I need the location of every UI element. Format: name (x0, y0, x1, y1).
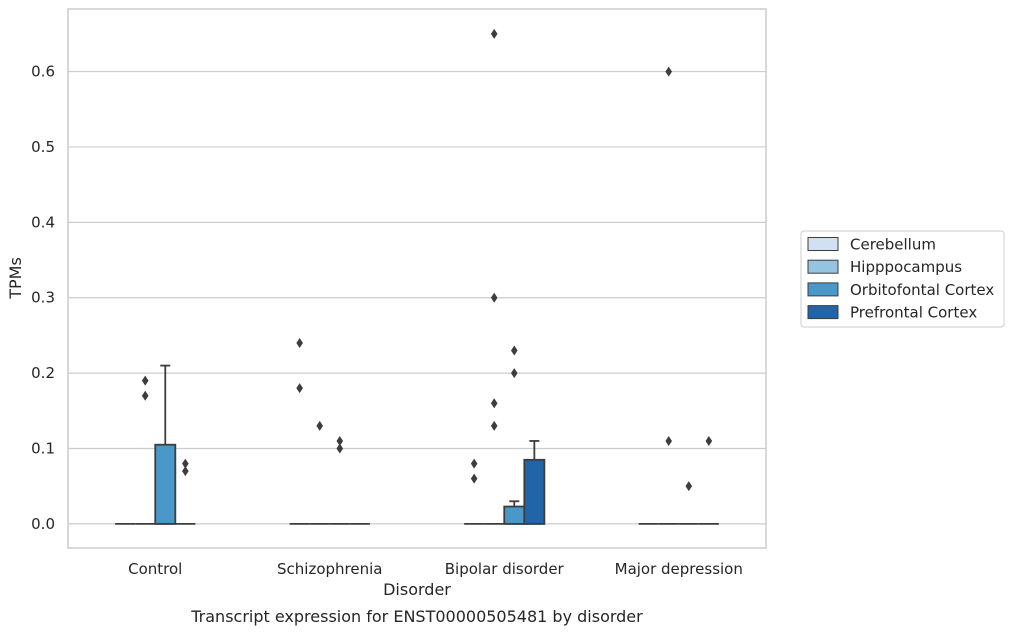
legend-swatch (807, 282, 839, 297)
y-axis-title: TPMs (6, 257, 25, 300)
y-tick-label: 0.3 (31, 289, 55, 307)
outlier-point (490, 398, 498, 409)
legend-label: Cerebellum (850, 236, 936, 254)
outlier-point (316, 420, 324, 431)
box-0-2 (154, 364, 177, 525)
box-body (154, 443, 177, 525)
legend-swatch (807, 237, 839, 251)
box-3-1 (658, 66, 679, 525)
x-tick-labels: Control Schizophrenia Bipolar disorder Majo… (128, 560, 743, 578)
outlier-point (336, 435, 344, 446)
legend: Cerebellum Hipppocampus Orbitofontal Corte… (800, 230, 1005, 328)
outlier-point (490, 28, 498, 39)
box-body (503, 505, 526, 525)
outlier-point (490, 420, 498, 431)
y-tick-label: 0.4 (31, 213, 55, 231)
box-2-1 (484, 28, 505, 525)
box-3-3 (698, 435, 719, 525)
outlier-point (141, 390, 149, 401)
box-body (523, 458, 546, 525)
y-tick-labels: 0.0 0.1 0.2 0.3 0.4 0.5 0.6 (31, 63, 55, 533)
outlier-point (665, 66, 673, 77)
box-2-3 (523, 440, 546, 525)
y-tick-label: 0.1 (31, 439, 55, 457)
box-2-0 (464, 458, 485, 525)
outlier-point (296, 337, 303, 348)
legend-swatch (807, 259, 839, 274)
box-1-0 (289, 337, 310, 525)
x-tick-label: Bipolar disorder (445, 560, 565, 578)
outlier-point (510, 345, 518, 356)
gridlines (68, 70, 766, 525)
outlier-point (336, 443, 344, 454)
x-tick-label: Control (128, 560, 182, 578)
outlier-point (296, 383, 303, 394)
legend-swatch (807, 305, 839, 320)
legend-label: Hipppocampus (850, 258, 962, 276)
box-3-2 (678, 481, 699, 525)
box-1-2 (329, 435, 350, 525)
outlier-point (470, 458, 478, 469)
box-0-3 (175, 458, 196, 525)
legend-items: Cerebellum Hipppocampus Orbitofontal Corte… (807, 236, 994, 322)
y-tick-label: 0.0 (31, 515, 55, 533)
chart-title: Transcript expression for ENST0000050548… (190, 607, 643, 626)
outlier-point (705, 435, 713, 446)
outlier-point (141, 375, 149, 386)
outlier-point (182, 458, 189, 469)
x-tick-label: Major depression (615, 560, 743, 578)
legend-frame (800, 230, 1005, 328)
legend-label: Prefrontal Cortex (850, 304, 977, 322)
plot-frame (67, 8, 767, 549)
outlier-point (665, 435, 673, 446)
outlier-point (490, 292, 498, 303)
outlier-point (182, 466, 189, 477)
x-tick-label: Schizophrenia (277, 560, 382, 578)
legend-label: Orbitofontal Cortex (850, 281, 994, 299)
outlier-point (470, 473, 478, 484)
y-tick-label: 0.5 (31, 138, 55, 156)
outlier-point (685, 481, 693, 492)
y-tick-label: 0.2 (31, 364, 55, 382)
box-0-1 (135, 375, 156, 525)
box-2-2 (503, 345, 526, 525)
boxes (115, 28, 719, 525)
x-axis-title: Disorder (383, 580, 451, 599)
outlier-point (510, 368, 518, 379)
y-tick-label: 0.6 (31, 63, 55, 81)
box-1-1 (309, 420, 330, 525)
